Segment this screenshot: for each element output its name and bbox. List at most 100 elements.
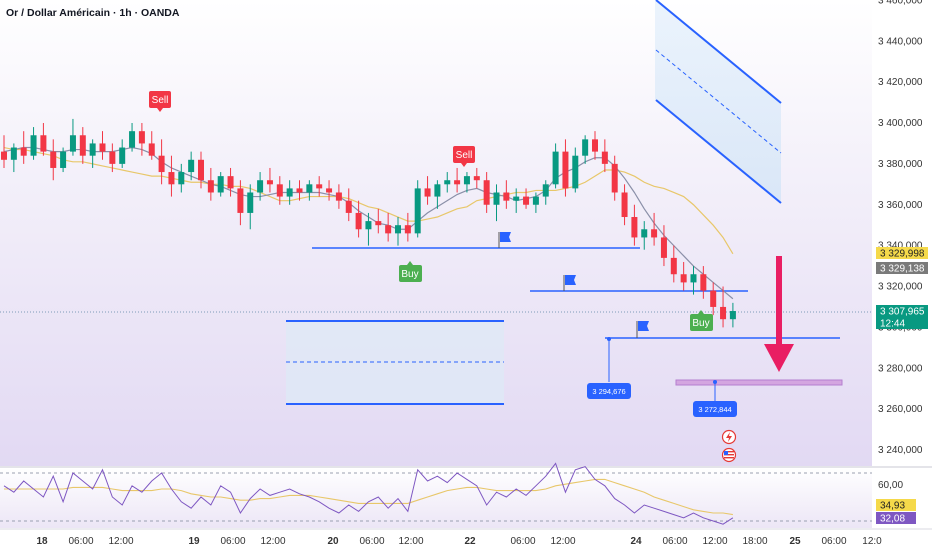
candle[interactable] [601,139,608,173]
candle[interactable] [266,167,273,193]
candle[interactable] [660,225,667,267]
candle[interactable] [237,180,244,226]
candle[interactable] [720,286,727,328]
sell-signal[interactable]: Sell [149,91,171,112]
candle[interactable] [1,135,7,168]
candle[interactable] [395,217,401,246]
candle[interactable] [148,131,155,160]
candle[interactable] [680,261,687,291]
time-axis-background [0,530,932,550]
flag-marker [563,275,576,291]
candle[interactable] [513,188,520,213]
candle[interactable] [523,188,530,209]
price-measure[interactable]: 3 294,676 [587,337,631,399]
candle[interactable] [729,302,736,328]
candle[interactable] [10,143,17,173]
candle[interactable] [710,282,717,316]
channel-lower-line [655,99,782,204]
candle[interactable] [690,266,697,295]
candle[interactable] [631,204,638,246]
candle[interactable] [582,135,589,164]
candle[interactable] [375,208,382,234]
candle[interactable] [355,200,362,238]
price-tick-label: 3 260,000 [878,404,923,415]
candle[interactable] [592,131,598,160]
us-flag-icon[interactable] [721,447,737,463]
price-axis-background [872,0,932,550]
candle[interactable] [188,151,195,181]
candle[interactable] [542,180,549,205]
candle[interactable] [207,167,214,201]
candle[interactable] [306,180,313,201]
candle[interactable] [316,176,323,197]
candle[interactable] [168,155,175,197]
candle[interactable] [424,176,431,205]
candle[interactable] [473,167,480,189]
time-tick-label: 12:00 [108,536,133,547]
candle[interactable] [138,123,145,156]
candle[interactable] [404,212,411,242]
time-tick-label: 06:00 [662,536,687,547]
price-measure-label: 3 294,676 [592,387,625,396]
candle[interactable] [562,139,569,197]
candle[interactable] [483,172,490,213]
candle[interactable] [454,167,461,193]
candle[interactable] [345,188,352,222]
candle[interactable] [503,180,510,209]
candle[interactable] [621,184,628,226]
candle[interactable] [651,212,658,246]
price-measure[interactable]: 3 272,844 [693,380,737,417]
candle[interactable] [109,143,116,173]
candle[interactable] [414,180,421,238]
time-tick-label: 06:00 [821,536,846,547]
candle[interactable] [227,167,234,197]
candle[interactable] [385,212,392,242]
svg-text:32,08: 32,08 [880,514,905,525]
candle[interactable] [463,172,470,193]
candle[interactable] [257,172,264,201]
candle[interactable] [217,172,224,197]
candle[interactable] [532,192,539,213]
candle[interactable] [198,151,204,189]
candle[interactable] [335,184,342,209]
candle[interactable] [158,139,165,185]
candle[interactable] [611,155,618,201]
candle[interactable] [286,180,293,205]
candle[interactable] [50,139,57,181]
candle[interactable] [493,184,500,222]
buy-signal[interactable]: Buy [690,310,713,331]
candlesticks[interactable] [1,118,736,328]
candle[interactable] [444,172,451,193]
candle[interactable] [296,180,303,201]
price-tick-label: 3 240,000 [878,445,923,456]
candle[interactable] [276,176,283,205]
candle[interactable] [641,221,648,250]
sell-signal-label: Sell [152,95,169,106]
candle[interactable] [69,118,76,156]
price-tick-label: 3 420,000 [878,77,923,88]
candle[interactable] [326,180,333,201]
candle[interactable] [40,123,47,156]
buy-signal[interactable]: Buy [399,261,422,282]
lightning-icon[interactable] [721,429,737,445]
candle[interactable] [365,212,372,246]
candle[interactable] [30,127,37,160]
sell-signal[interactable]: Sell [453,146,475,167]
candle[interactable] [60,147,67,173]
candle[interactable] [89,139,96,168]
candle[interactable] [20,131,27,164]
candle[interactable] [129,123,136,152]
candle[interactable] [572,147,579,193]
candle[interactable] [178,163,185,193]
candle[interactable] [247,184,254,230]
candle[interactable] [670,245,677,283]
candle[interactable] [99,131,106,160]
candle[interactable] [552,143,559,189]
time-tick-label: 19 [188,536,200,547]
candle[interactable] [119,139,126,168]
time-tick-label: 12:00 [550,536,575,547]
candle[interactable] [700,266,707,299]
candle[interactable] [434,180,441,209]
candle[interactable] [79,127,86,164]
